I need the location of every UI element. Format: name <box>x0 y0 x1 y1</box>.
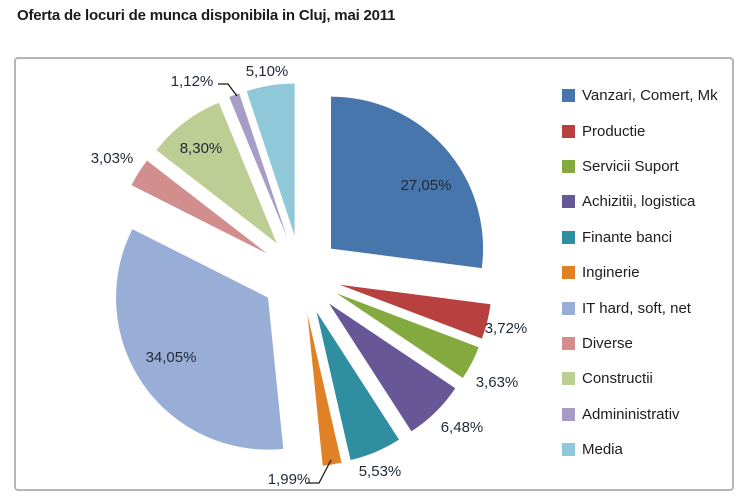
slice-value-label-finante-banci: 5,53% <box>359 463 402 480</box>
slice-value-label-achizitii-logistica: 6,48% <box>441 419 484 436</box>
slice-value-label-servicii-suport: 3,63% <box>476 374 519 391</box>
legend-label: Constructii <box>582 370 653 388</box>
legend-label: Achizitii, logistica <box>582 193 696 211</box>
pie-slice-productie <box>339 284 491 339</box>
pie-slice-finante-banci <box>316 311 399 460</box>
slice-value-label-admininistrativ: 1,12% <box>171 73 214 90</box>
pie-slice-achizitii-logistica <box>329 303 456 432</box>
legend-label: Productie <box>582 122 646 140</box>
pie-slice-diverse <box>131 160 268 254</box>
legend-label: Vanzari, Comert, Mk <box>582 87 718 105</box>
legend-item-vanzari-comert-mk: Vanzari, Comert, Mk <box>562 78 718 113</box>
legend-item-achizitii-logistica: Achizitii, logistica <box>562 184 718 219</box>
legend-color-swatch <box>562 372 575 386</box>
chart-frame: 27,05% 3,72% 3,63% 6,48% 5,53% 1,99% 34,05% 3,0… <box>14 57 734 491</box>
legend-label: Diverse <box>582 334 633 352</box>
legend-color-swatch <box>562 407 575 421</box>
slice-value-label-productie: 3,72% <box>485 320 528 337</box>
pie-slice-it-hard-soft-net <box>116 229 284 450</box>
slice-value-label-it-hard-soft-net: 34,05% <box>146 349 197 366</box>
legend-color-swatch <box>562 266 575 280</box>
page-title: Oferta de locuri de munca disponibila in… <box>17 7 396 24</box>
legend-color-swatch <box>562 195 575 209</box>
legend-color-swatch <box>562 230 575 244</box>
legend-color-swatch <box>562 301 575 315</box>
legend-label: Admininistrativ <box>582 405 680 423</box>
legend-item-constructii: Constructii <box>562 361 718 396</box>
legend-item-admininistrativ: Admininistrativ <box>562 397 718 432</box>
legend-item-productie: Productie <box>562 113 718 148</box>
leader-line-inginerie <box>307 459 332 484</box>
legend-item-finante-banci: Finante banci <box>562 220 718 255</box>
slice-value-label-constructii: 8,30% <box>180 140 223 157</box>
legend-item-media: Media <box>562 432 718 467</box>
pie-slice-servicii-suport <box>336 293 479 378</box>
legend-item-servicii-suport: Servicii Suport <box>562 149 718 184</box>
slice-value-label-inginerie: 1,99% <box>268 471 311 488</box>
legend-item-diverse: Diverse <box>562 326 718 361</box>
chart-legend: Vanzari, Comert, Mk Productie Servicii Sup… <box>562 78 718 467</box>
leader-line-admininistrativ <box>218 83 238 97</box>
legend-color-swatch <box>562 443 575 457</box>
pie-slice-inginerie <box>307 314 342 466</box>
legend-color-swatch <box>562 336 575 350</box>
legend-label: Media <box>582 441 623 459</box>
legend-item-it-hard-soft-net: IT hard, soft, net <box>562 290 718 325</box>
legend-item-inginerie: Inginerie <box>562 255 718 290</box>
legend-color-swatch <box>562 159 575 173</box>
slice-value-label-diverse: 3,03% <box>91 150 134 167</box>
legend-color-swatch <box>562 89 575 103</box>
legend-label: Inginerie <box>582 264 640 282</box>
pie-slice-vanzari-comert-mk <box>331 96 484 269</box>
legend-label: Finante banci <box>582 228 673 246</box>
legend-label: IT hard, soft, net <box>582 299 691 317</box>
pie-slice-media <box>246 83 295 236</box>
pie-slice-admininistrativ <box>229 93 288 238</box>
pie-chart: 27,05% 3,72% 3,63% 6,48% 5,53% 1,99% 34,05% 3,0… <box>91 63 528 488</box>
pie-slice-constructii <box>156 102 277 244</box>
legend-label: Servicii Suport <box>582 157 679 175</box>
legend-color-swatch <box>562 124 575 138</box>
slice-value-label-vanzari-comert-mk: 27,05% <box>401 177 452 194</box>
slice-value-label-media: 5,10% <box>246 63 289 80</box>
